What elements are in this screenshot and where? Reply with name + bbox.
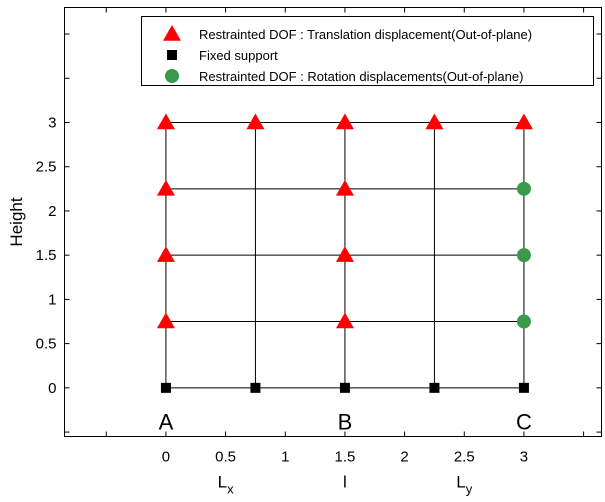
triangle-marker (335, 312, 354, 329)
point-annotations: A B C (159, 409, 532, 434)
legend-triangle-marker (163, 25, 181, 41)
square-marker (339, 382, 350, 393)
structure-grid (165, 121, 525, 389)
triangle-marker (156, 113, 175, 130)
point-label-a: A (159, 409, 174, 434)
triangle-marker (246, 113, 265, 130)
triangle-marker (514, 113, 533, 130)
legend-box (141, 16, 594, 86)
x-tick-label: 3 (520, 449, 528, 466)
span-label: Lx (218, 473, 234, 497)
x-tick-label: 2 (400, 449, 408, 466)
axis-ticks (64, 7, 602, 437)
x-tick-label: 1 (281, 449, 289, 466)
legend-square-marker (167, 50, 177, 60)
circle-marker (516, 181, 531, 196)
triangle-marker (156, 246, 175, 262)
y-tick-label: 1.5 (36, 247, 57, 264)
x-tick-label: 0 (162, 449, 170, 466)
square-marker (250, 382, 261, 393)
span-label-main: L (456, 473, 465, 492)
y-tick-label: 0 (48, 380, 56, 397)
y-tick-label: 2.5 (36, 159, 57, 176)
legend-entry-label: Restrainted DOF : Translation displaceme… (199, 27, 532, 42)
point-label-b: B (338, 409, 353, 434)
span-label-main: L (218, 473, 227, 492)
circle-marker (516, 314, 531, 329)
triangle-marker (335, 246, 354, 262)
x-tick-label: 2.5 (454, 449, 475, 466)
data-markers (156, 113, 533, 393)
square-marker (160, 382, 171, 393)
square-marker (429, 382, 440, 393)
triangle-marker (335, 179, 354, 196)
x-tick-label: 1.5 (335, 449, 356, 466)
y-axis-label: Height (7, 197, 26, 246)
span-label: l (343, 473, 347, 492)
legend-circle-marker (165, 69, 179, 83)
circle-marker (516, 248, 531, 263)
y-tick-label: 2 (48, 203, 56, 220)
point-label-c: C (516, 409, 532, 434)
span-label-subscript: y (466, 482, 473, 497)
x-tick-label: 0.5 (215, 449, 236, 466)
plot-frame (64, 7, 602, 437)
triangle-marker (156, 179, 175, 196)
legend: Restrainted DOF : Translation displaceme… (141, 16, 594, 86)
bottom-labels: Lx l Ly (218, 473, 473, 497)
span-label: Ly (456, 473, 472, 497)
triangle-marker (156, 312, 175, 329)
y-tick-label: 1 (48, 291, 56, 308)
triangle-marker (335, 113, 354, 130)
span-label-main: l (343, 473, 347, 492)
triangle-marker (425, 113, 444, 130)
legend-entry-label: Restrainted DOF : Rotation displacements… (199, 69, 523, 84)
y-tick-label: 0.5 (36, 336, 57, 353)
square-marker (518, 382, 529, 393)
y-tick-label: 3 (48, 114, 56, 131)
legend-entry-label: Fixed support (199, 48, 278, 63)
span-label-subscript: x (227, 482, 234, 497)
tick-labels: 0 0.5 1 1.5 2 2.5 3 0 0.5 1 1.5 2 2.5 3 (36, 114, 528, 465)
